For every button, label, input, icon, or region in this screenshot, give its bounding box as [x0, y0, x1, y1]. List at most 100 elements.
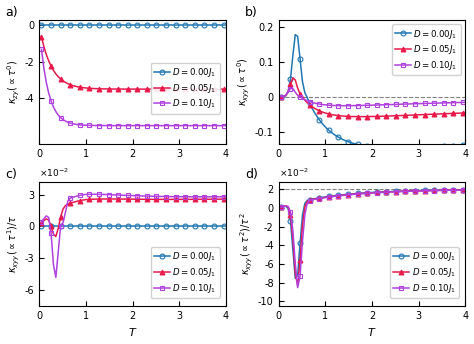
$D = 0.10J_1$ [103, 193, 109, 197]
X-axis label: $T$: $T$ [367, 326, 377, 338]
$D = 0.10J_1$ [311, 101, 317, 105]
$D = 0.00J_1$ [374, 190, 380, 194]
$D = 0.00J_1$ [223, 23, 229, 27]
Line: $D = 0.10J_1$: $D = 0.10J_1$ [39, 192, 228, 280]
$D = 0.05J_1$ [171, 87, 176, 91]
Legend: $D = 0.00J_1$, $D = 0.05J_1$, $D = 0.10J_1$: $D = 0.00J_1$, $D = 0.05J_1$, $D = 0.10J… [392, 24, 461, 75]
Y-axis label: $\kappa_{xyy}(\propto\tau^1)/\tau$: $\kappa_{xyy}(\propto\tau^1)/\tau$ [6, 215, 22, 273]
$D = 0.05J_1$ [223, 87, 229, 91]
$D = 0.10J_1$ [362, 103, 368, 107]
$D = 0.00J_1$ [51, 23, 56, 27]
$D = 0.10J_1$ [223, 123, 229, 128]
$D = 0.10J_1$ [175, 195, 181, 199]
$D = 0.00J_1$ [463, 143, 468, 147]
$D = 0.10J_1$ [278, 95, 284, 99]
$D = 0.05J_1$ [106, 197, 111, 201]
Legend: $D = 0.00J_1$, $D = 0.05J_1$, $D = 0.10J_1$: $D = 0.00J_1$, $D = 0.05J_1$, $D = 0.10J… [151, 63, 220, 114]
Line: $D = 0.10J_1$: $D = 0.10J_1$ [39, 47, 228, 128]
$D = 0.00J_1$ [99, 23, 104, 27]
$D = 0.05J_1$ [53, 234, 59, 238]
$D = 0.05J_1$ [223, 197, 229, 201]
Text: $\times10^{-2}$: $\times10^{-2}$ [279, 167, 308, 180]
$D = 0.05J_1$ [359, 191, 365, 195]
Line: $D = 0.05J_1$: $D = 0.05J_1$ [278, 187, 468, 288]
$D = 0.05J_1$ [412, 189, 418, 193]
$D = 0.05J_1$ [311, 106, 317, 110]
$D = 0.10J_1$ [343, 104, 348, 108]
$D = 0.00J_1$ [223, 224, 229, 228]
$D = 0.05J_1$ [295, 284, 301, 288]
$D = 0.05J_1$ [463, 188, 468, 192]
$D = 0.05J_1$ [278, 205, 284, 209]
Text: d): d) [245, 168, 258, 181]
$D = 0.05J_1$ [290, 237, 296, 241]
$D = 0.10J_1$ [463, 100, 468, 105]
$D = 0.00J_1$ [374, 145, 380, 149]
$D = 0.00J_1$ [340, 138, 346, 142]
Line: $D = 0.05J_1$: $D = 0.05J_1$ [278, 75, 468, 119]
$D = 0.05J_1$ [175, 197, 181, 202]
$D = 0.05J_1$ [278, 95, 284, 99]
$D = 0.00J_1$ [70, 224, 75, 228]
$D = 0.00J_1$ [415, 146, 420, 150]
$D = 0.10J_1$ [99, 123, 104, 128]
$D = 0.00J_1$ [278, 205, 284, 209]
$D = 0.10J_1$ [89, 192, 95, 196]
$D = 0.10J_1$ [51, 105, 56, 109]
$D = 0.00J_1$ [51, 224, 56, 228]
$D = 0.05J_1$ [39, 35, 45, 39]
Text: c): c) [6, 168, 18, 181]
$D = 0.10J_1$ [290, 228, 296, 233]
$D = 0.00J_1$ [99, 224, 104, 228]
Line: $D = 0.10J_1$: $D = 0.10J_1$ [278, 86, 468, 108]
$D = 0.05J_1$ [99, 87, 104, 91]
$D = 0.00J_1$ [311, 197, 317, 201]
$D = 0.10J_1$ [39, 220, 45, 224]
Legend: $D = 0.00J_1$, $D = 0.05J_1$, $D = 0.10J_1$: $D = 0.00J_1$, $D = 0.05J_1$, $D = 0.10J… [390, 247, 459, 298]
$D = 0.10J_1$ [278, 205, 284, 209]
$D = 0.05J_1$ [132, 87, 138, 91]
$D = 0.05J_1$ [72, 200, 78, 204]
$D = 0.00J_1$ [463, 188, 468, 192]
$D = 0.05J_1$ [415, 113, 420, 117]
$D = 0.00J_1$ [278, 95, 284, 99]
$D = 0.05J_1$ [376, 114, 382, 118]
$D = 0.10J_1$ [70, 122, 75, 126]
$D = 0.10J_1$ [132, 123, 138, 128]
$D = 0.00J_1$ [132, 23, 138, 27]
$D = 0.00J_1$ [412, 189, 418, 193]
$D = 0.00J_1$ [70, 23, 75, 27]
$D = 0.10J_1$ [288, 86, 293, 90]
$D = 0.00J_1$ [340, 193, 346, 197]
$D = 0.05J_1$ [362, 115, 368, 119]
Text: b): b) [245, 6, 258, 19]
$D = 0.05J_1$ [101, 197, 107, 201]
$D = 0.10J_1$ [118, 123, 123, 128]
$D = 0.10J_1$ [122, 193, 128, 197]
Text: a): a) [6, 6, 18, 19]
$D = 0.00J_1$ [118, 224, 123, 228]
$D = 0.10J_1$ [359, 192, 365, 196]
$D = 0.05J_1$ [311, 197, 317, 201]
$D = 0.05J_1$ [292, 78, 298, 82]
Line: $D = 0.05J_1$: $D = 0.05J_1$ [39, 196, 228, 239]
$D = 0.10J_1$ [223, 195, 229, 199]
$D = 0.00J_1$ [292, 33, 298, 37]
Line: $D = 0.05J_1$: $D = 0.05J_1$ [39, 34, 228, 92]
$D = 0.00J_1$ [290, 53, 296, 57]
X-axis label: $T$: $T$ [128, 326, 137, 338]
$D = 0.00J_1$ [132, 224, 138, 228]
Line: $D = 0.00J_1$: $D = 0.00J_1$ [278, 187, 468, 281]
$D = 0.10J_1$ [376, 103, 382, 107]
Line: $D = 0.00J_1$: $D = 0.00J_1$ [39, 224, 228, 229]
$D = 0.00J_1$ [290, 248, 296, 252]
$D = 0.10J_1$ [374, 191, 380, 195]
$D = 0.05J_1$ [137, 197, 143, 201]
$D = 0.10J_1$ [53, 275, 59, 279]
$D = 0.00J_1$ [359, 191, 365, 195]
Y-axis label: $\kappa_{xyy}(\propto\tau^2)/\tau^2$: $\kappa_{xyy}(\propto\tau^2)/\tau^2$ [239, 213, 255, 275]
$D = 0.10J_1$ [171, 123, 176, 128]
Y-axis label: $\kappa_{zy}(\propto\tau^0)$: $\kappa_{zy}(\propto\tau^0)$ [6, 60, 22, 104]
$D = 0.10J_1$ [137, 194, 143, 198]
$D = 0.05J_1$ [290, 76, 296, 80]
